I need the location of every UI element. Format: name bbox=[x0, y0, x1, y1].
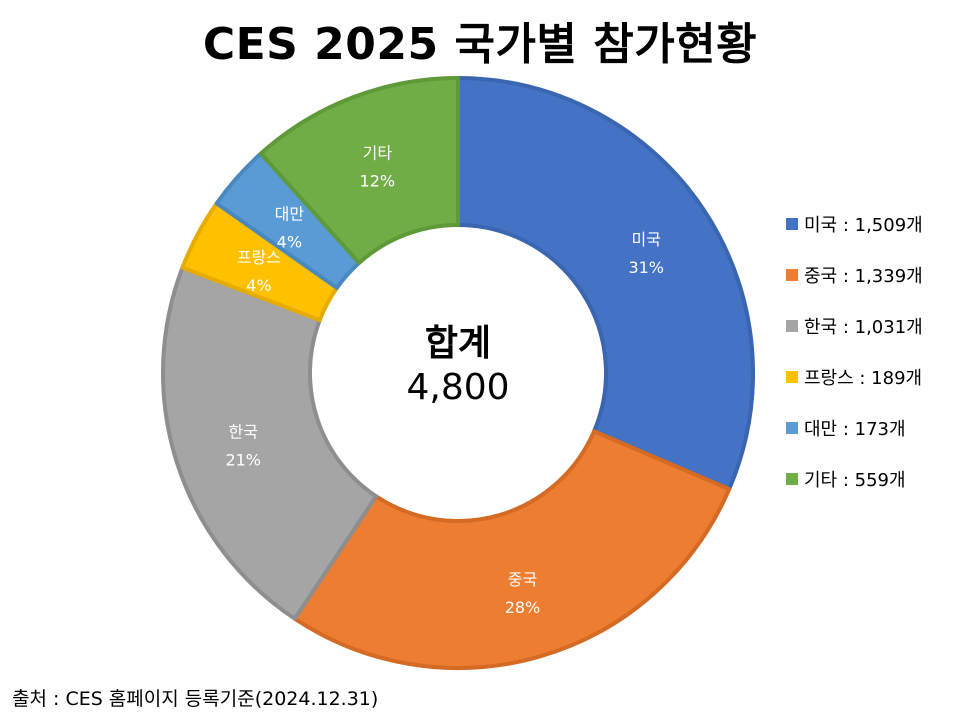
slice-pct-label-1: 28% bbox=[505, 598, 541, 617]
source-note: 출처 : CES 홈페이지 등록기준(2024.12.31) bbox=[12, 688, 379, 710]
legend-item-3: 프랑스 : 189개 bbox=[786, 365, 956, 389]
slice-pct-label-4: 4% bbox=[277, 232, 302, 251]
legend-label: 기타 : 559개 bbox=[804, 470, 906, 491]
legend-item-5: 기타 : 559개 bbox=[786, 467, 956, 491]
slice-pct-label-2: 21% bbox=[225, 451, 261, 470]
slice-label-3: 프랑스 bbox=[237, 248, 281, 267]
legend-swatch bbox=[786, 269, 798, 281]
legend-label: 프랑스 : 189개 bbox=[804, 368, 923, 389]
slice-label-5: 기타 bbox=[363, 143, 393, 162]
legend-item-4: 대만 : 173개 bbox=[786, 416, 956, 440]
legend-item-0: 미국 : 1,509개 bbox=[786, 212, 956, 236]
slice-pct-label-0: 31% bbox=[628, 258, 664, 277]
slice-pct-label-3: 4% bbox=[246, 276, 271, 295]
legend-swatch bbox=[786, 371, 798, 383]
legend-label: 중국 : 1,339개 bbox=[804, 266, 923, 287]
slice-label-1: 중국 bbox=[508, 570, 537, 589]
slice-0 bbox=[456, 76, 755, 492]
slice-pct-label-5: 12% bbox=[360, 171, 396, 190]
center-label-title: 합계 bbox=[425, 323, 491, 364]
center-label-total: 4,800 bbox=[406, 367, 509, 408]
legend-label: 대만 : 173개 bbox=[804, 419, 906, 440]
legend-swatch bbox=[786, 422, 798, 434]
legend-swatch bbox=[786, 473, 798, 485]
legend-item-2: 한국 : 1,031개 bbox=[786, 314, 956, 338]
legend-label: 한국 : 1,031개 bbox=[804, 317, 923, 338]
legend-swatch bbox=[786, 320, 798, 332]
chart-title: CES 2025 국가별 참가현황 bbox=[202, 19, 758, 70]
slice-label-0: 미국 bbox=[632, 230, 661, 249]
slice-label-2: 한국 bbox=[228, 423, 257, 442]
legend-label: 미국 : 1,509개 bbox=[804, 215, 923, 236]
slice-2 bbox=[161, 265, 379, 621]
slice-label-4: 대만 bbox=[275, 204, 305, 223]
legend-swatch bbox=[786, 218, 798, 230]
slice-1 bbox=[292, 429, 732, 670]
slice-5 bbox=[258, 76, 460, 265]
legend-item-1: 중국 : 1,339개 bbox=[786, 263, 956, 287]
